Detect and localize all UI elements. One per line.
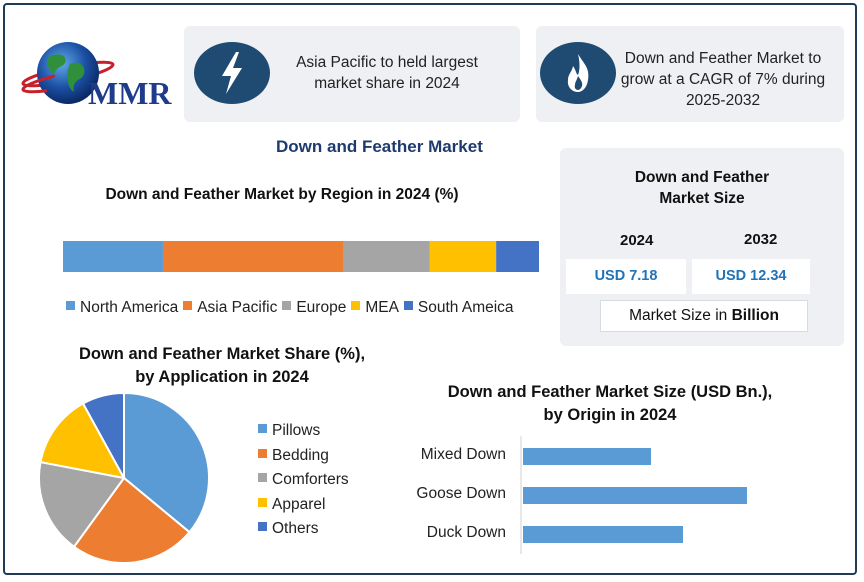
pie-slice-apparel — [39, 402, 126, 480]
insight-text-region: Asia Pacific to held largest market shar… — [296, 54, 478, 92]
flame-icon-badge — [540, 42, 616, 104]
legend-label: Others — [272, 520, 319, 537]
legend-swatch — [258, 497, 267, 507]
legend-swatch — [258, 473, 267, 483]
region-legend-item-north-america: North America — [66, 299, 178, 316]
origin-label-duck-down: Duck Down — [426, 524, 506, 541]
value-2032: USD 12.34 — [692, 259, 810, 294]
insight-card-region: Asia Pacific to held largest market shar… — [184, 26, 520, 122]
unit-prefix: Market Size in — [629, 307, 732, 324]
value-2024: USD 7.18 — [566, 259, 686, 294]
region-segment-south-ameica — [496, 241, 539, 272]
origin-category-labels: Mixed Down Goose Down Duck Down — [380, 436, 506, 554]
application-pie-chart — [38, 391, 210, 564]
legend-label: Comforters — [272, 471, 349, 488]
legend-label: MEA — [365, 299, 399, 316]
legend-swatch — [258, 424, 267, 434]
insight-text-cagr: Down and Feather Market to grow at a CAG… — [620, 50, 826, 109]
origin-chart-title: Down and Feather Market Size (USD Bn.), … — [420, 381, 800, 427]
region-chart-title: Down and Feather Market by Region in 202… — [105, 186, 459, 203]
globe-icon — [21, 42, 115, 104]
legend-swatch — [258, 522, 267, 532]
lightning-icon-badge — [194, 42, 270, 104]
pie-legend-item-others: Others — [258, 520, 319, 538]
pie-title-line2: by Application in 2024 — [135, 368, 309, 386]
region-legend-item-europe: Europe — [282, 299, 346, 316]
origin-bar-mixed-down — [523, 448, 651, 465]
region-segment-north-america — [63, 241, 163, 272]
region-segment-mea — [429, 241, 497, 272]
legend-swatch — [66, 301, 75, 311]
pie-legend-item-apparel: Apparel — [258, 496, 325, 514]
region-stacked-bar — [63, 241, 539, 272]
lightning-icon — [222, 52, 242, 94]
origin-bar-chart — [520, 436, 747, 554]
legend-swatch — [403, 301, 413, 311]
logo: MMR — [18, 40, 183, 112]
market-size-title: Down and Feather Market Size — [560, 167, 844, 209]
logo-text: MMR — [88, 75, 172, 111]
pie-slice-pillows — [123, 391, 210, 534]
pie-legend-item-bedding: Bedding — [258, 447, 329, 465]
pie-title-line1: Down and Feather Market Share (%), — [78, 345, 366, 363]
legend-label: Apparel — [272, 495, 326, 513]
market-size-title-line1: Down and Feather — [634, 169, 770, 186]
outer-frame — [3, 3, 857, 575]
origin-bar-duck-down — [523, 526, 683, 543]
pie-legend: Pillows Bedding Comforters Apparel Others — [258, 422, 378, 546]
origin-bar-goose-down — [523, 487, 747, 504]
legend-swatch — [282, 301, 292, 311]
pie-chart-title: Down and Feather Market Share (%), by Ap… — [40, 343, 404, 389]
insight-card-cagr: Down and Feather Market to grow at a CAG… — [536, 26, 844, 122]
legend-label: Pillows — [272, 422, 321, 439]
market-size-unit: Market Size in Billion — [600, 300, 808, 332]
region-segment-europe — [343, 241, 430, 272]
market-size-title-line2: Market Size — [659, 190, 745, 207]
legend-swatch — [258, 448, 267, 458]
pie-slice-bedding — [72, 476, 191, 564]
pie-slice-others — [81, 391, 125, 479]
page-title: Down and Feather Market — [276, 137, 483, 156]
pie-slice-comforters — [38, 460, 126, 549]
legend-swatch — [183, 301, 193, 311]
region-segment-asia-pacific — [162, 241, 344, 272]
origin-label-mixed-down: Mixed Down — [420, 446, 506, 463]
origin-title-line1: Down and Feather Market Size (USD Bn.), — [447, 383, 773, 401]
pie-legend-item-pillows: Pillows — [258, 422, 320, 440]
region-legend-item-south-ameica: South Ameica — [403, 299, 514, 316]
region-legend: North America Asia Pacific Europe MEA South … — [66, 299, 519, 317]
pie-legend-item-comforters: Comforters — [258, 471, 349, 489]
market-size-panel: Down and Feather Market Size 2024 2032 U… — [560, 148, 844, 346]
legend-label: Europe — [296, 299, 347, 316]
origin-label-goose-down: Goose Down — [416, 485, 506, 502]
legend-label: Bedding — [272, 446, 329, 464]
year-2024-label: 2024 — [620, 232, 654, 249]
legend-swatch — [351, 301, 361, 311]
origin-title-line2: by Origin in 2024 — [543, 406, 677, 424]
legend-label: North America — [80, 299, 179, 316]
region-legend-item-mea: MEA — [351, 299, 399, 316]
flame-icon — [567, 54, 589, 92]
legend-label: South Ameica — [417, 299, 514, 316]
legend-label: Asia Pacific — [197, 299, 278, 316]
year-2032-label: 2032 — [744, 231, 778, 248]
unit-bold: Billion — [731, 307, 779, 324]
region-legend-item-asia-pacific: Asia Pacific — [183, 299, 277, 316]
